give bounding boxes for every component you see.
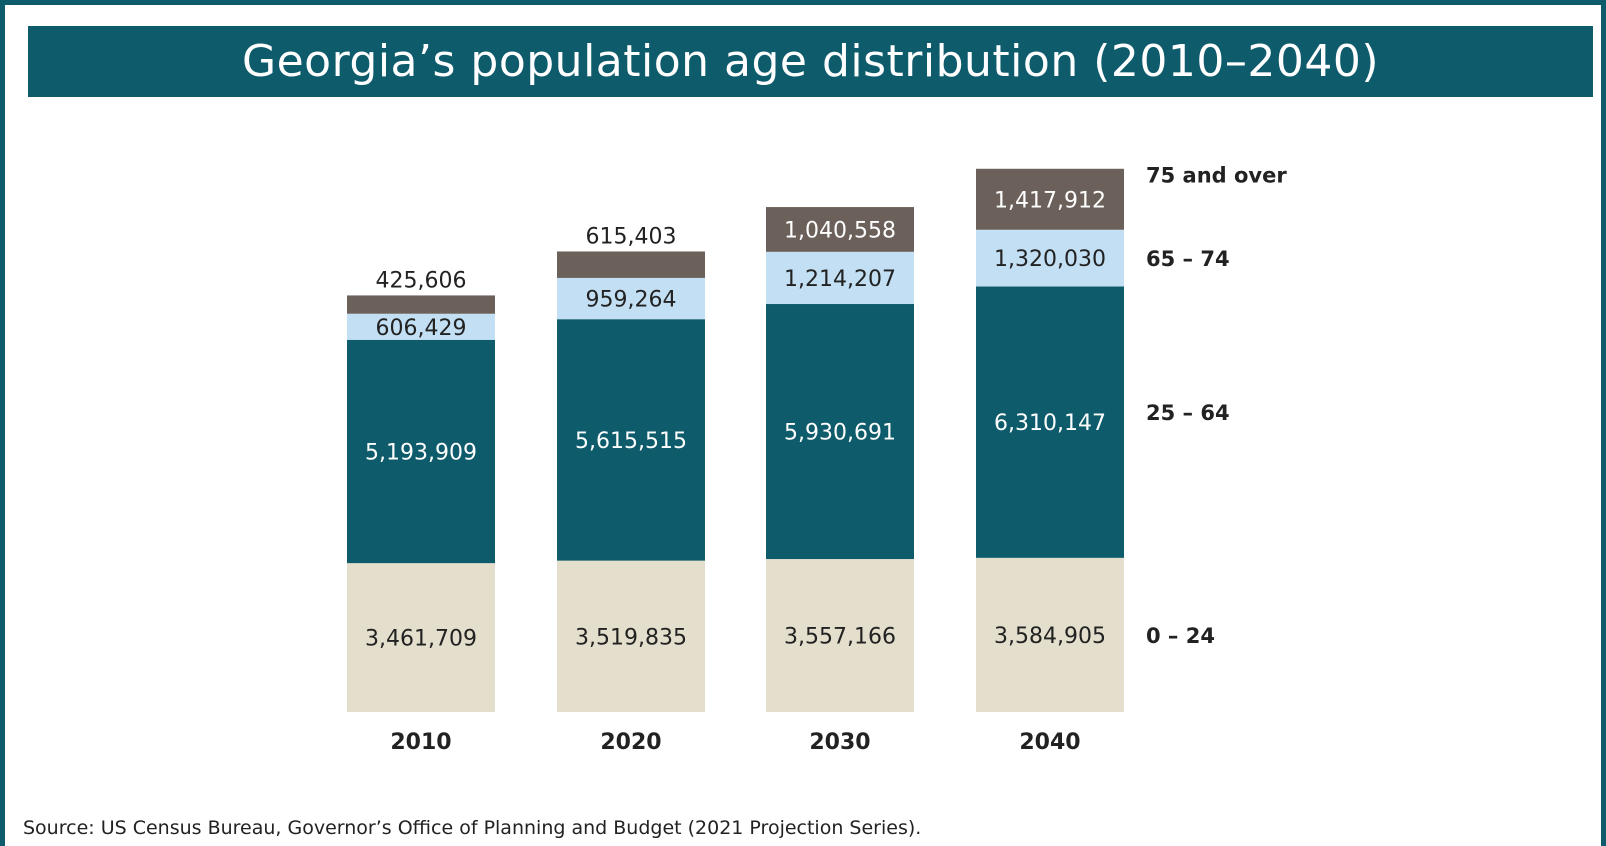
bar-segment-2040-0-24: [976, 557, 1124, 712]
data-label-2010-25-64: 5,193,909: [365, 440, 477, 465]
legend-label-65-74: 65 – 74: [1146, 247, 1230, 271]
legend-label-0-24: 0 – 24: [1146, 624, 1215, 648]
title-banner: Georgia’s population age distribution (2…: [28, 26, 1593, 97]
bar-segment-2020-25-64: [557, 319, 705, 561]
bar-segment-2010-75-and-over: [347, 295, 495, 314]
bar-segment-2030-25-64: [766, 304, 914, 560]
data-label-2040-25-64: 6,310,147: [994, 411, 1106, 436]
bar-segment-2030-65-74: [766, 251, 914, 305]
data-label-2040-65-74: 1,320,030: [994, 247, 1106, 272]
data-label-2010-75-and-over: 425,606: [376, 268, 467, 293]
data-label-2020-25-64: 5,615,515: [575, 429, 687, 454]
chart-title: Georgia’s population age distribution (2…: [241, 36, 1379, 87]
bar-segment-2020-65-74: [557, 277, 705, 320]
bar-segment-2010-0-24: [347, 563, 495, 712]
legend-label-25-64: 25 – 64: [1146, 401, 1230, 425]
bar-segment-2030-75-and-over: [766, 207, 914, 252]
bar-segment-2010-25-64: [347, 339, 495, 564]
data-label-2030-25-64: 5,930,691: [784, 421, 896, 446]
x-tick-label-2010: 2010: [390, 730, 451, 755]
stacked-bar-chart: 3,461,709 5,193,909 606,429 425,606 2010 3,51…: [347, 163, 1287, 755]
x-tick-label-2020: 2020: [600, 730, 661, 755]
bar-segment-2040-65-74: [976, 229, 1124, 287]
data-label-2030-75-and-over: 1,040,558: [784, 218, 896, 243]
bar-segment-2020-75-and-over: [557, 251, 705, 278]
bar-segment-2010-65-74: [347, 313, 495, 340]
x-tick-label-2040: 2040: [1019, 730, 1080, 755]
data-label-2020-75-and-over: 615,403: [586, 224, 677, 249]
data-label-2010-65-74: 606,429: [376, 316, 467, 341]
x-tick-label-2030: 2030: [809, 730, 870, 755]
data-label-2020-0-24: 3,519,835: [575, 625, 687, 650]
bar-segment-2040-25-64: [976, 286, 1124, 558]
data-label-2020-65-74: 959,264: [586, 288, 677, 313]
bar-segment-2020-0-24: [557, 560, 705, 712]
bar-segment-2030-0-24: [766, 559, 914, 712]
data-label-2030-65-74: 1,214,207: [784, 267, 896, 292]
data-label-2040-0-24: 3,584,905: [994, 624, 1106, 649]
source-note: Source: US Census Bureau, Governor’s Off…: [23, 817, 922, 839]
data-label-2030-0-24: 3,557,166: [784, 625, 896, 650]
data-label-2010-0-24: 3,461,709: [365, 627, 477, 652]
bar-segment-2040-75-and-over: [976, 168, 1124, 230]
data-label-2040-75-and-over: 1,417,912: [994, 188, 1106, 213]
legend-label-75-and-over: 75 and over: [1146, 163, 1287, 187]
